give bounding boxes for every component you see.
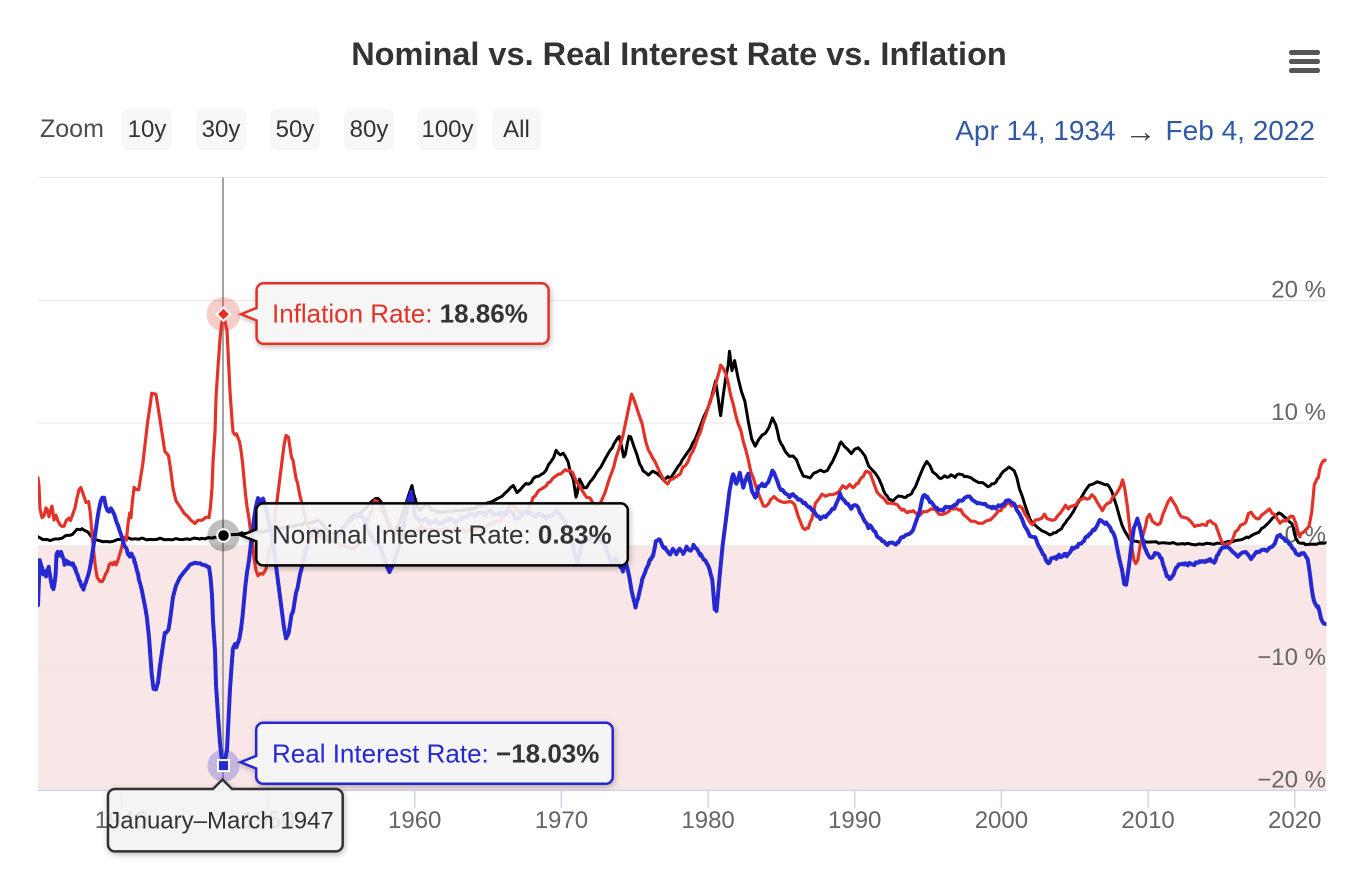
- svg-text:January–March 1947: January–March 1947: [108, 808, 333, 835]
- svg-text:Inflation Rate: 18.86%: Inflation Rate: 18.86%: [272, 299, 528, 329]
- svg-text:Nominal Interest Rate: 0.83%: Nominal Interest Rate: 0.83%: [272, 520, 612, 550]
- svg-text:−10 %: −10 %: [1257, 644, 1326, 671]
- svg-text:10 %: 10 %: [1271, 399, 1326, 426]
- svg-text:Real Interest Rate: −18.03%: Real Interest Rate: −18.03%: [272, 739, 599, 769]
- svg-text:−20 %: −20 %: [1257, 767, 1326, 794]
- svg-text:1960: 1960: [388, 807, 441, 834]
- svg-text:1990: 1990: [828, 807, 881, 834]
- svg-text:20 %: 20 %: [1271, 277, 1326, 304]
- svg-text:1970: 1970: [535, 807, 588, 834]
- svg-text:1980: 1980: [681, 807, 734, 834]
- svg-text:2020: 2020: [1268, 807, 1321, 834]
- svg-text:2000: 2000: [975, 807, 1028, 834]
- svg-text:2010: 2010: [1121, 807, 1174, 834]
